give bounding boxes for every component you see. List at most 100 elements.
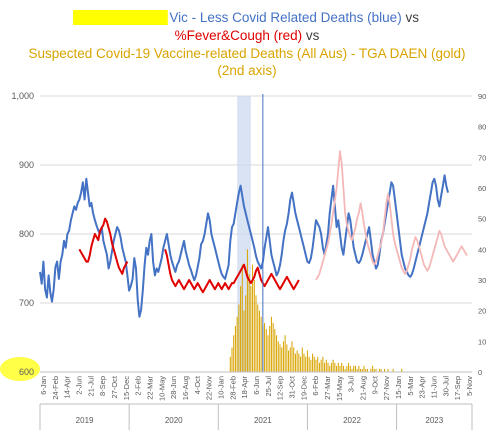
x-tick-label: 22-Nov [205,376,214,400]
x-tick-label: 15-May [335,376,344,401]
x-tick-label: 15-Dec [122,376,131,400]
bar [293,347,295,372]
bar [289,347,291,372]
bar [284,335,286,372]
bar [233,335,235,372]
bar [324,362,326,372]
x-tick-label: 6-Jun [252,376,261,395]
chart-title: Weekly Deaths Vic - Less Covid Related D… [29,10,466,78]
bar [276,335,278,372]
bar [243,310,245,372]
bar [325,359,327,372]
x-tick-label: 5-Nov [465,376,474,396]
bar [300,356,302,372]
x-tick-label: 21-Aug [359,376,368,400]
bar [361,368,363,372]
bar [265,329,267,372]
y-left-tick-label: 900 [19,160,34,170]
axis-highlight [0,357,40,381]
bar [272,322,274,372]
x-tick-label: 30-Jul [441,376,450,397]
x-tick-label: 31-Oct [288,375,297,398]
bar [322,356,324,372]
x-tick-label: 27-Oct [110,375,119,398]
title-line: %Fever&Cough (red) vs [175,28,320,43]
title-segment: (2nd axis) [217,63,276,78]
y-axis-left: 600 700 800 900 1,000 [0,91,40,381]
bar [281,347,283,372]
bar [313,356,315,372]
y-right-tick-label: 80 [478,123,486,132]
bar [252,264,254,372]
bar [270,316,272,372]
title-highlight [73,10,168,25]
bar [236,316,238,372]
bar [303,353,305,372]
x-tick-label: 15-Jan [394,376,403,399]
title-segment: %Fever&Cough (red) [175,28,303,43]
bar [327,362,329,372]
y-axis-right: 0 10 20 30 40 50 60 70 80 90 [478,92,486,377]
x-tick-label: 2-Feb [134,376,143,396]
bar [346,365,348,372]
x-tick-label: 18-Apr [240,376,249,399]
y-right-tick-label: 50 [478,215,486,224]
bar [360,368,362,372]
x-tick-label: 10-Jan [217,376,226,399]
bar [365,368,367,372]
bar [250,286,252,372]
series-line [78,217,300,294]
bar [348,362,350,372]
x-tick-label: 19-Dec [299,376,308,400]
x-tick-label: 27-Mar [323,376,332,400]
bar [366,368,368,372]
x-tick-label: 16-Aug [181,376,190,400]
title-segment: vs [302,28,320,43]
bar [318,362,320,372]
y-right-tick-label: 20 [478,307,486,316]
bar [286,344,288,372]
x-tick-label: 25-Jul [264,376,273,397]
bar [282,341,284,372]
x-tick-label: 5-Mar [406,376,415,396]
highlight-layer [73,10,168,25]
y-left-tick-label: 700 [19,298,34,308]
y-left-tick-label: 1,000 [11,91,34,101]
bar [231,347,233,372]
bar [312,353,314,372]
bar [317,356,319,372]
bar [253,280,255,372]
year-axis: 2019 2020 2021 2022 2023 [39,403,473,430]
title-segment: Vic - Less Covid Related Deaths (blue) [166,10,402,25]
y-right-tick-label: 30 [478,276,486,285]
bar [337,362,339,372]
y-right-tick-label: 40 [478,245,486,254]
bar [305,356,307,372]
bar [372,365,374,372]
bar [294,353,296,372]
bar [234,326,236,372]
y-right-tick-label: 10 [478,337,486,346]
y-right-tick-label: 90 [478,92,486,101]
x-tick-label: 9-Oct [370,375,379,394]
bar [255,295,257,372]
x-tick-label: 27-Nov [382,376,391,400]
x-tick-label: 8-Sep [98,376,107,396]
title-segment: vs [402,10,420,25]
bar [229,356,231,372]
y-left-tick-label: 600 [19,367,34,377]
bar [373,368,375,372]
bar [241,264,243,372]
y-right-tick-label: 0 [478,368,482,377]
x-tick-label: 11-Jun [430,376,439,398]
x-axis: 6-Jan 24-Feb 14-Apr 2-Jun 21-Jul 8-Sep 27-Oct 1… [39,371,474,401]
bar [356,368,358,372]
x-tick-label: 28-Jun [169,376,178,399]
bar [332,359,334,372]
year-label: 2023 [425,416,443,425]
bar [238,304,240,372]
bar [330,362,332,372]
x-tick-label: 12-Sep [276,376,285,400]
bar [353,365,355,372]
